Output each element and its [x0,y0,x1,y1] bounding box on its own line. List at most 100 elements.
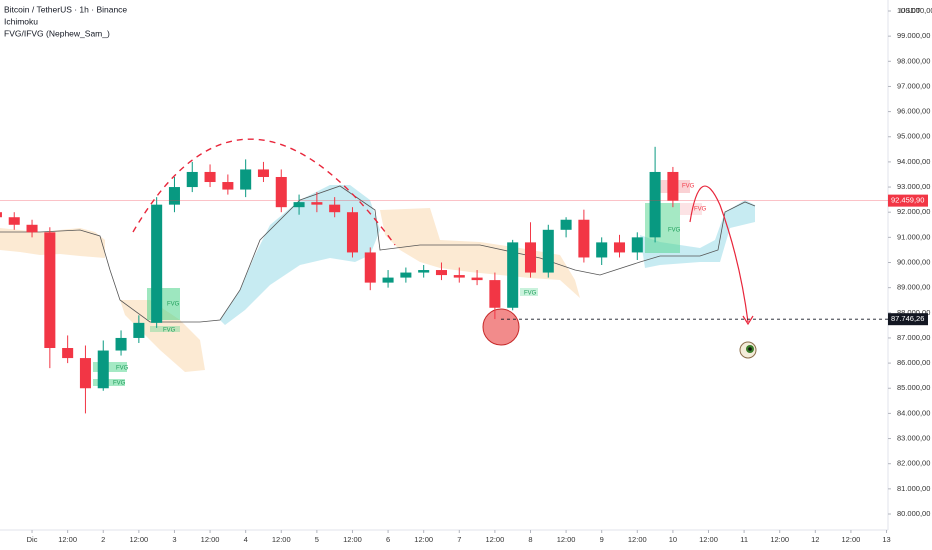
candle-body [133,322,145,338]
candle-body [471,277,483,281]
candle-body [489,280,501,308]
y-tick-label: 87.000,00 [897,333,930,342]
y-tick-label: 95.000,00 [897,132,930,141]
candle-body [613,242,626,253]
last-price-box [888,194,928,207]
y-tick-label: 99.000,00 [897,31,930,40]
candle-body [222,182,234,190]
y-tick-label: 97.000,00 [897,81,930,90]
last-price-label: 92.459,90 [891,196,924,205]
candle-body [596,242,608,258]
x-tick-label: 12 [811,535,819,544]
x-tick-label: 6 [386,535,390,544]
x-tick-label: 12:00 [58,535,77,544]
candle-body [204,171,216,183]
x-tick-label: 11 [740,535,748,544]
fvg-label: FVG [682,184,695,190]
candle-body [151,204,163,323]
candle-body [578,219,590,258]
candle-body [186,171,198,188]
x-tick-label: 12:00 [201,535,220,544]
candle-body [453,275,465,278]
x-tick-label: 3 [172,535,176,544]
candle-body [62,348,74,359]
candle-body [418,270,430,273]
fvg-label: FVG [116,366,129,372]
candle-body [507,242,519,308]
x-tick-label: 2 [101,535,105,544]
fvg-label: FVG [694,207,707,213]
candle-body [240,169,252,190]
x-tick-label: Dic [27,535,38,544]
y-tick-label: 89.000,00 [897,283,930,292]
x-tick-label: 12:00 [699,535,718,544]
x-tick-label: 5 [315,535,319,544]
y-tick-label: 100.000,00 [897,6,932,15]
candle-body [293,202,305,208]
fvg-label: FVG [668,228,681,234]
y-tick-label: 96.000,00 [897,107,930,116]
candle-body [257,169,269,177]
fvg-label: FVG [167,302,180,308]
fvg-label: FVG [113,381,126,387]
candle-body [667,171,679,201]
highlight-circle [482,308,520,346]
level-label: 87.746,26 [891,314,924,323]
x-tick-label: 12:00 [628,535,647,544]
fvg-label: FVG [524,291,537,297]
currency-label: USDT [900,6,921,15]
x-tick-label: 8 [528,535,532,544]
y-tick-label: 94.000,00 [897,157,930,166]
candle-body [44,232,56,349]
y-tick-label: 92.000,00 [897,207,930,216]
x-tick-label: 12:00 [770,535,789,544]
y-tick-label: 88.000,00 [897,308,930,317]
x-tick-label: 12:00 [485,535,504,544]
candle-body [346,212,358,253]
x-tick-label: 12:00 [272,535,291,544]
candle-body [542,229,554,273]
x-tick-label: 12:00 [557,535,576,544]
y-tick-label: 82.000,00 [897,459,930,468]
candle-body [115,337,127,351]
candle-body [79,358,91,389]
y-tick-label: 80.000,00 [897,509,930,518]
candle-body [560,219,572,230]
eye-icon [739,341,757,359]
y-tick-label: 93.000,00 [897,182,930,191]
x-tick-label: 4 [244,535,248,544]
candle-body [275,176,287,208]
y-tick-label: 83.000,00 [897,434,930,443]
candle-body [400,272,412,278]
x-tick-label: 10 [669,535,677,544]
x-tick-label: 13 [882,535,890,544]
fvg-label: FVG [163,328,176,334]
x-tick-label: 7 [457,535,461,544]
x-tick-label: 12:00 [343,535,362,544]
candle-body [8,217,20,225]
level-box [888,313,928,326]
arrow-head [742,315,754,326]
candle-body [524,242,537,273]
candle-body [311,202,323,205]
candle-body [649,171,661,238]
y-tick-label: 81.000,00 [897,484,930,493]
x-tick-label: 9 [600,535,604,544]
y-tick-label: 90.000,00 [897,257,930,266]
candle-body [631,237,643,253]
y-tick-label: 91.000,00 [897,232,930,241]
chart-title: Bitcoin / TetherUS · 1h · Binance [4,4,127,14]
x-tick-label: 12:00 [129,535,148,544]
x-tick-label: 12:00 [842,535,861,544]
candle-body [382,277,394,283]
candle-body [435,270,447,276]
y-tick-label: 84.000,00 [897,408,930,417]
candle-body [168,187,180,205]
indicator-label: Ichimoku [4,16,38,26]
x-tick-label: 12:00 [414,535,433,544]
y-tick-label: 86.000,00 [897,358,930,367]
candle-body [97,350,109,389]
candle-body [329,204,341,213]
